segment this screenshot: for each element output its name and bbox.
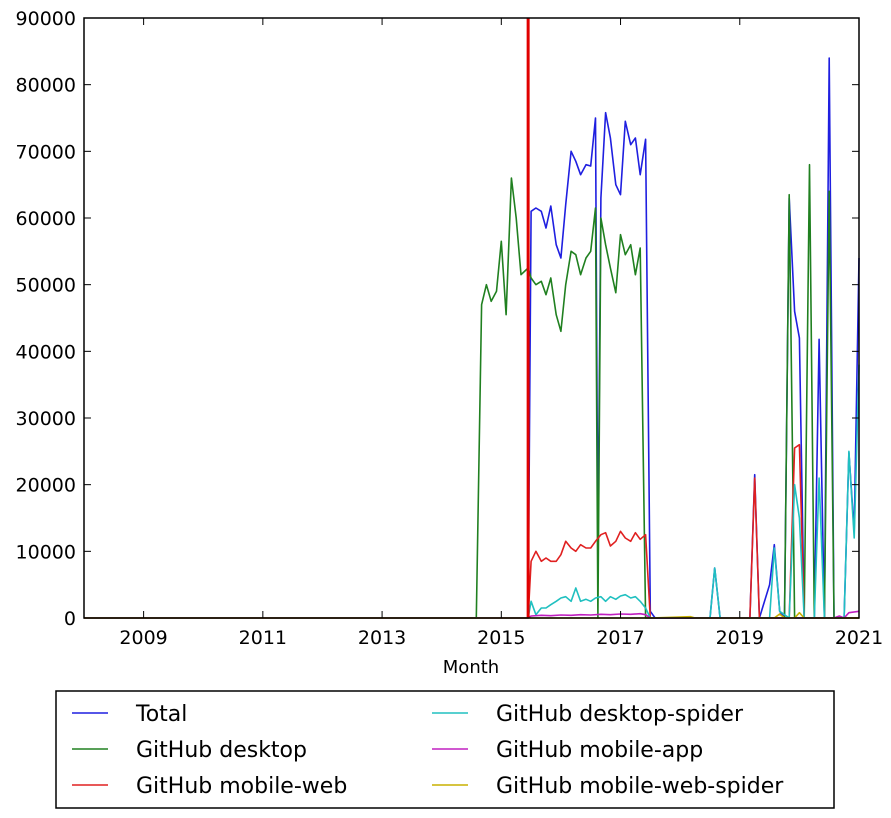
legend-label-1: GitHub desktop (136, 738, 307, 763)
x-tick-label: 2013 (358, 627, 406, 649)
y-tick-label: 90000 (16, 8, 76, 30)
x-tick-label: 2021 (835, 627, 883, 649)
legend-label-0: Total (135, 702, 187, 727)
x-tick-label: 2011 (239, 627, 287, 649)
y-tick-label: 40000 (16, 341, 76, 363)
series-line-2 (84, 443, 859, 619)
y-tick-label: 30000 (16, 408, 76, 430)
legend-label-2: GitHub mobile-web (136, 774, 347, 799)
x-tick-label: 2015 (477, 627, 525, 649)
series-line-4 (84, 610, 860, 619)
y-tick-label: 70000 (16, 141, 76, 163)
series-line-5 (84, 611, 859, 619)
x-axis-label: Month (443, 657, 499, 678)
y-tick-label: 0 (64, 608, 76, 630)
legend-label-5: GitHub mobile-web-spider (496, 774, 784, 799)
y-tick-label: 60000 (16, 208, 76, 230)
plot-frame (83, 17, 860, 619)
series-line-1 (84, 163, 859, 619)
x-tick-label: 2017 (596, 627, 644, 649)
y-axis: 0 10000 20000 30000 40000 50000 60000 70000 8000… (16, 8, 859, 630)
y-tick-label: 10000 (16, 541, 76, 563)
y-tick-label: 50000 (16, 275, 76, 297)
y-tick-label: 80000 (16, 75, 76, 97)
x-tick-label: 2019 (716, 627, 764, 649)
x-tick-label: 2009 (119, 627, 167, 649)
series-line-3 (84, 364, 860, 619)
legend-items: Total GitHub desktop GitHub mobile-web GitH… (72, 702, 784, 799)
legend: Total GitHub desktop GitHub mobile-web GitH… (55, 690, 835, 809)
y-tick-label: 20000 (16, 475, 76, 497)
legend-label-4: GitHub mobile-app (496, 738, 703, 763)
x-axis: 2009 2011 2013 2015 2017 2019 2021 (119, 18, 883, 649)
legend-label-3: GitHub desktop-spider (496, 702, 744, 727)
